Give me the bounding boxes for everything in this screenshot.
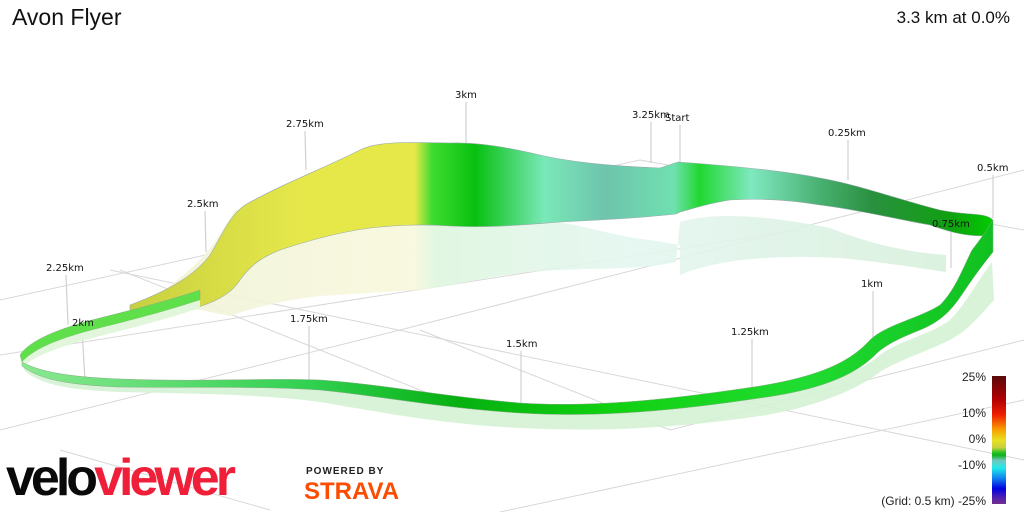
- marker-0-75km: 0.75km: [932, 219, 970, 230]
- marker-1-25km: 1.25km: [731, 327, 769, 338]
- marker-start: Start: [665, 113, 690, 124]
- gradient-legend: 25% 10% 0% -10% (Grid: 0.5 km) -25%: [874, 370, 1014, 510]
- legend-label-25: 25%: [961, 370, 986, 384]
- marker-0-5km: 0.5km: [977, 163, 1008, 174]
- marker-2km: 2km: [72, 318, 94, 329]
- route-title: Avon Flyer: [12, 4, 122, 30]
- profile-shadow-left: [22, 300, 200, 366]
- distance-markers: Start 0.25km 0.5km 0.75km 1km 1.25km 1.5…: [46, 90, 1008, 350]
- marker-1-75km: 1.75km: [290, 314, 328, 325]
- veloviewer-logo[interactable]: veloviewer: [6, 449, 236, 507]
- marker-poles: [65, 102, 994, 405]
- marker-2-75km: 2.75km: [286, 119, 324, 130]
- route-summary: 3.3 km at 0.0%: [896, 8, 1010, 27]
- marker-0-25km: 0.25km: [828, 128, 866, 139]
- gradient-colorbar: [992, 376, 1006, 504]
- strava-logo[interactable]: STRAVA: [304, 478, 400, 505]
- powered-by-label: POWERED BY: [306, 466, 385, 477]
- marker-1-5km: 1.5km: [506, 339, 537, 350]
- legend-label-0: 0%: [968, 432, 986, 446]
- legend-label-minus10: -10%: [957, 458, 986, 472]
- marker-1km: 1km: [861, 279, 883, 290]
- profile-wall-near[interactable]: [21, 219, 994, 415]
- legend-label-minus25: (Grid: 0.5 km) -25%: [881, 494, 986, 508]
- marker-3-25km: 3.25km: [632, 110, 670, 121]
- legend-label-10: 10%: [961, 406, 986, 420]
- marker-2-5km: 2.5km: [187, 199, 218, 210]
- profile-wall-far[interactable]: [129, 142, 994, 323]
- marker-2-25km: 2.25km: [46, 263, 84, 274]
- marker-3km: 3km: [455, 90, 477, 101]
